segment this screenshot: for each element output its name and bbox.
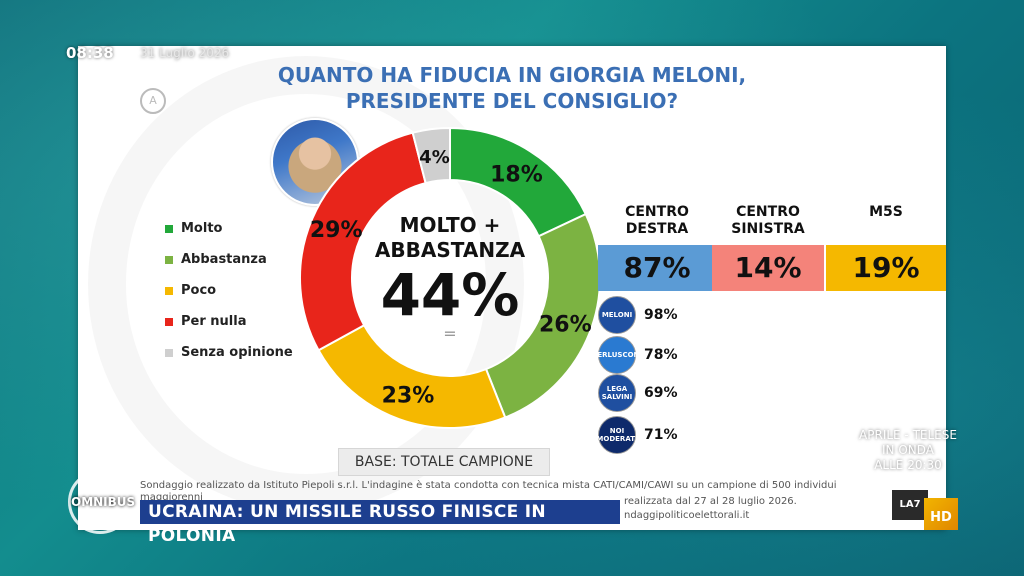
donut-slice-senza-opinione [411,126,451,185]
legend-swatch [165,317,173,326]
legend-label: Poco [181,283,217,298]
center-label-1: MOLTO + [399,213,501,237]
donut-label: 23% [382,384,435,409]
title-line-1: QUANTO HA FIDUCIA IN GIORGIA MELONI, [277,63,747,87]
legend-swatch [165,348,173,357]
donut-slice-per-nulla [299,131,427,352]
clock: 08:38 [66,44,114,62]
coalition-name: M5S [826,204,946,221]
base-label: BASE: TOTALE CAMPIONE [338,448,550,476]
date: 31 Luglio 2026 [140,46,230,60]
party-row: BERLUSCONI 78% [592,336,678,374]
footnote-line-1: Sondaggio realizzato da Istituto Piepoli… [140,480,837,503]
legend-item: Poco [165,275,293,306]
legend: Molto Abbastanza Poco Per nulla Senza opinio… [165,213,293,368]
legend-label: Per nulla [181,314,247,329]
legend-swatch [165,286,173,295]
party-value: 78% [644,347,678,363]
donut-label: 29% [310,218,363,243]
legend-item: Senza opinione [165,337,293,368]
donut-label: 4% [419,147,450,168]
donut-label: 26% [539,313,592,338]
coalition-name-line-1: CENTRO [736,204,800,220]
coalition-value: 19% [826,245,946,291]
coalition-value: 87% [598,245,716,291]
coalition-name: CENTRO DESTRA [598,204,716,238]
coalition-name-line-1: M5S [869,204,903,220]
legend-item: Abbastanza [165,244,293,275]
coalition-name: CENTRO SINISTRA [712,204,824,238]
party-value: 71% [644,427,678,443]
party-logo-icon: MELONI [598,296,636,334]
center-summary: MOLTO + ABBASTANZA 44% = [352,213,548,343]
coalition-name-line-1: CENTRO [625,204,689,220]
promo-line-3: ALLE 20:30 [874,458,942,472]
party-row: MELONI 98% [598,296,678,334]
program-logo: OMNIBUS [68,470,135,534]
legend-item: Molto [165,213,293,244]
legend-swatch [165,224,173,233]
party-row: NOI MODERATI 71% [596,416,678,454]
party-value: 69% [644,385,678,401]
legend-label: Abbastanza [181,252,267,267]
party-logo-icon: BERLUSCONI [592,336,642,374]
promo-line-2: IN ONDA [882,443,934,457]
donut-label: 18% [490,162,543,187]
coalition-name-line-2: DESTRA [625,221,689,237]
legend-item: Per nulla [165,306,293,337]
center-value: 44% [380,261,520,329]
promo-line-1: APRILE - TELESE [859,428,957,442]
party-logo-icon: LEGA SALVINI [598,374,636,412]
legend-label: Molto [181,221,223,236]
legend-swatch [165,255,173,264]
legend-label: Senza opinione [181,345,293,360]
party-logo-icon: NOI MODERATI [596,416,638,454]
coalition-name-line-2: SINISTRA [731,221,805,237]
party-value: 98% [644,307,678,323]
title-line-2: PRESIDENTE DEL CONSIGLIO? [345,89,679,113]
footnote-line-2: realizzata dal 27 al 28 luglio 2026. [624,496,797,507]
promo-text: APRILE - TELESE IN ONDA ALLE 20:30 [848,428,968,473]
party-row: LEGA SALVINI 69% [598,374,678,412]
coalition-value: 14% [712,245,824,291]
center-equals: = [443,324,457,343]
network-logo: LA7 HD [890,488,960,532]
page-title: QUANTO HA FIDUCIA IN GIORGIA MELONI, PRE… [0,62,1024,114]
news-ticker: UCRAINA: UN MISSILE RUSSO FINISCE IN POL… [140,500,620,546]
hd-badge: HD [924,498,958,530]
channel-logo-icon: A [140,88,166,114]
la7-logo-icon: LA7 [890,488,930,522]
footnote-line-3: ndaggipoliticoelettorali.it [624,510,750,521]
donut-chart: 18% 26% 23% 29% 4% [299,126,601,429]
center-label-2: ABBASTANZA [374,238,526,262]
